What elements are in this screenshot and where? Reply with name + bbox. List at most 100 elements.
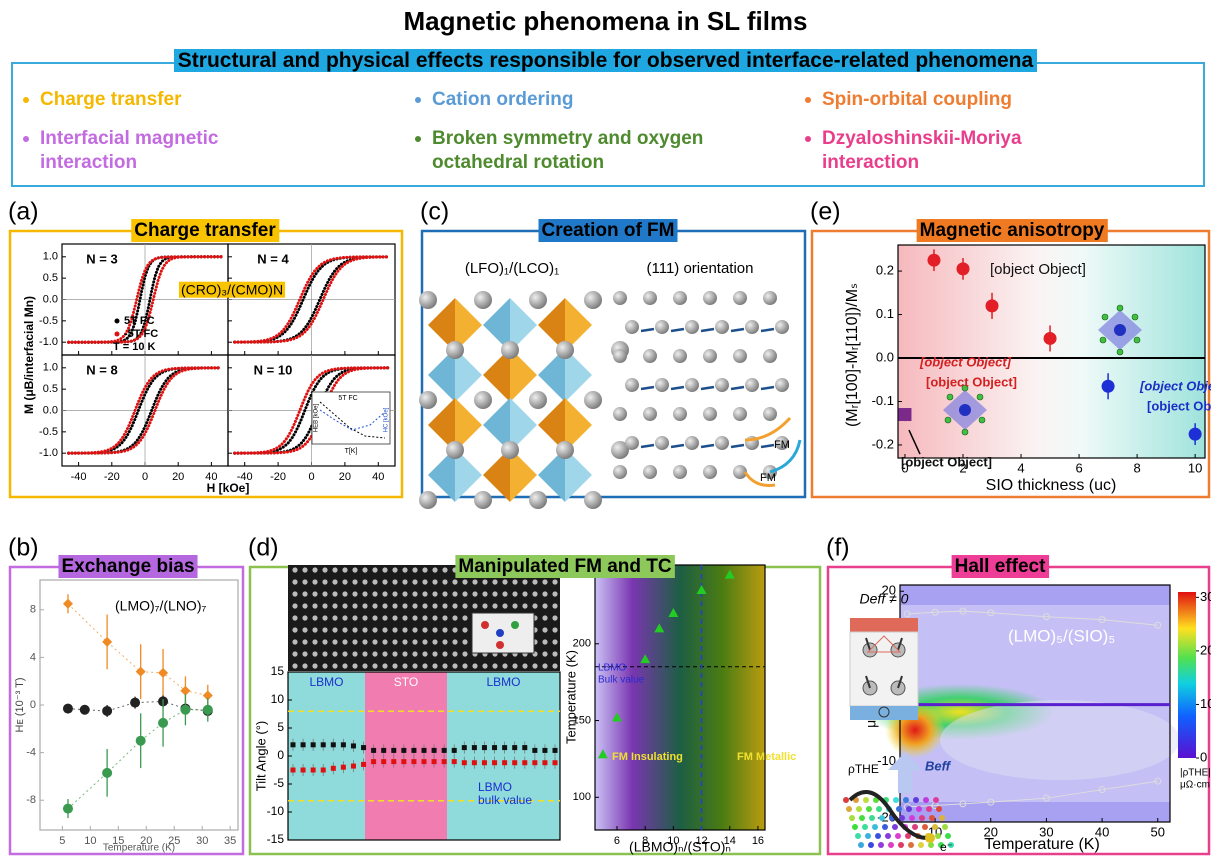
skyrmion-dot [846, 806, 852, 812]
marker [451, 747, 457, 753]
skyrmion-dot [863, 797, 869, 803]
atom [655, 436, 669, 450]
bullet [415, 97, 421, 103]
boundary-point [987, 609, 995, 617]
y-tick-label: -1.0 [39, 447, 58, 459]
atom [763, 349, 777, 363]
skyrmion-dot [945, 833, 951, 839]
marker [401, 759, 407, 765]
boundary-point [931, 608, 939, 616]
marker [102, 767, 113, 778]
atom [625, 320, 639, 334]
marker [361, 761, 367, 767]
skyrmion-dot [919, 815, 925, 821]
x-tick-label: 5 [59, 835, 65, 847]
effect-text: Charge transfer [40, 89, 182, 110]
x-tick-label: 12 [695, 835, 707, 847]
y-tick-label: 5 [277, 720, 284, 734]
skyrmion-dot [875, 833, 881, 839]
atom [419, 291, 437, 309]
atom [419, 491, 437, 509]
marker [62, 703, 73, 714]
boundary-point [987, 798, 995, 806]
marker [522, 745, 528, 751]
annotation: [object Object] [1147, 398, 1211, 413]
layer [850, 618, 918, 632]
marker [158, 667, 169, 678]
skyrmion-dot [918, 842, 924, 848]
marker [668, 608, 679, 618]
spin-arrow [730, 443, 745, 449]
axis-label: M (μB/interfacial Mn) [22, 296, 36, 414]
atom [703, 349, 717, 363]
marker [310, 742, 316, 748]
skyrmion-dot [908, 842, 914, 848]
y-tick-label: 0.0 [876, 349, 894, 364]
atom [763, 407, 777, 421]
fm-arrow [744, 416, 792, 442]
spin [878, 706, 890, 718]
title: Magnetic phenomena in SL films [403, 6, 808, 36]
atom [961, 428, 969, 436]
atom [1133, 336, 1141, 344]
marker [340, 764, 346, 770]
spin-arrow [700, 385, 715, 391]
effect-item: Broken symmetry and oxygen octahedral ro… [415, 127, 762, 175]
skyrmion-dot [938, 842, 944, 848]
octahedron [510, 448, 537, 502]
octahedron [455, 448, 482, 502]
axis-label: Temperature (K) [563, 650, 578, 744]
region [365, 672, 447, 840]
atom [1116, 304, 1124, 312]
y-tick-label: 200 [573, 638, 591, 650]
atom [673, 291, 687, 305]
skyrmion-dot [868, 842, 874, 848]
marker [696, 585, 707, 595]
spin-arrow [865, 637, 871, 651]
colorbar-tick-label: 10 [1200, 696, 1211, 711]
y-tick-label: 0.1 [876, 306, 894, 321]
atom [673, 407, 687, 421]
axis-label: Hᴇ (10⁻³ T) [14, 678, 26, 733]
marker [102, 636, 113, 647]
atom [673, 465, 687, 479]
skyrmion-dot [849, 815, 855, 821]
annotation: [object Object] [926, 374, 1017, 389]
atom [584, 291, 602, 309]
panel-title-bg [916, 219, 1108, 243]
x-tick-label: 40 [205, 471, 217, 483]
x-tick-label: 8 [642, 835, 648, 847]
atom [643, 291, 657, 305]
octahedron [428, 398, 455, 452]
spin-arrow [865, 675, 871, 689]
marker [451, 759, 457, 765]
y-tick-label: 0.5 [43, 272, 58, 284]
annotation: [object Object] [1139, 378, 1211, 393]
marker [724, 569, 735, 579]
panel-label: (d) [248, 534, 279, 562]
atom [643, 465, 657, 479]
x-tick-label: 0 [901, 460, 908, 475]
octahedron [483, 448, 510, 502]
axis-label: Tilt Angle (°) [253, 721, 268, 791]
axis-label: SIO thickness (uc) [986, 477, 1117, 494]
skyrmion-dot [895, 833, 901, 839]
x-tick-label: -40 [71, 471, 87, 483]
atom [733, 465, 747, 479]
skyrmion-dot [942, 824, 948, 830]
marker [391, 747, 397, 753]
marker [441, 759, 447, 765]
boundary-point [903, 610, 911, 618]
boundary-point [959, 607, 967, 615]
annotation: (LMO)₇/(LNO)₇ [115, 598, 206, 614]
marker [421, 747, 427, 753]
annotation: FM Insulating [612, 751, 683, 763]
marker [320, 742, 326, 748]
panel-title-bg [58, 555, 198, 579]
trend-line [67, 709, 208, 809]
marker [371, 747, 377, 753]
marker [542, 747, 548, 753]
condition: T = 10 K [113, 341, 156, 353]
boundary-point [959, 800, 967, 808]
spin-arrow [760, 327, 775, 333]
